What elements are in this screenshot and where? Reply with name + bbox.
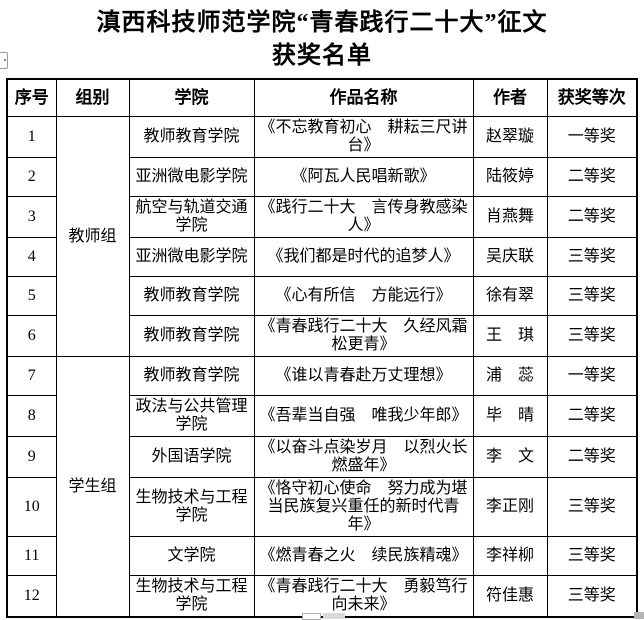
college-cell: 亚洲微电影学院 [128, 157, 255, 197]
work-title-cell: 《恪守初心使命 努力成为堪当民族复兴重任的新时代青年》 [253, 477, 474, 537]
row-number-cell: 4 [6, 237, 57, 277]
award-cell: 二等奖 [546, 436, 638, 478]
column-header-number: 序号 [6, 78, 57, 117]
row-number-cell: 5 [6, 276, 57, 316]
author-cell: 王 琪 [472, 315, 548, 357]
column-header-college: 学院 [128, 78, 255, 117]
row-number-cell: 9 [6, 436, 57, 478]
college-cell: 外国语学院 [128, 436, 255, 478]
column-header-work: 作品名称 [253, 78, 474, 117]
table-resize-artifact [323, 613, 345, 619]
award-cell: 一等奖 [546, 356, 638, 396]
author-cell: 吴庆联 [472, 237, 548, 277]
college-cell: 教师教育学院 [128, 276, 255, 316]
row-number-cell: 10 [6, 477, 57, 537]
group-cell: 教师组 [55, 116, 130, 357]
college-cell: 航空与轨道交通学院 [128, 196, 255, 238]
table-row: 1 教师组 教师教育学院 《不忘教育初心 耕耘三尺讲台》 赵翠璇 一等奖 [6, 116, 638, 357]
college-cell: 教师教育学院 [128, 356, 255, 396]
award-cell: 三等奖 [546, 237, 638, 277]
row-number-cell: 8 [6, 395, 57, 437]
award-cell: 三等奖 [546, 276, 638, 316]
row-number-cell: 12 [6, 575, 57, 618]
document-title-line-2: 获奖名单 [272, 43, 372, 69]
work-title-cell: 《以奋斗点染岁月 以烈火长燃盛年》 [253, 436, 474, 478]
author-cell: 毕 晴 [472, 395, 548, 437]
table-row: 6 教师教育学院 《青春践行二十大 久经风霜松更青》王 琪三等奖 [6, 315, 638, 357]
work-title-cell: 《心有所信 方能远行》 [253, 276, 474, 316]
column-header-author: 作者 [472, 78, 548, 117]
work-title-cell: 《不忘教育初心 耕耘三尺讲台》 [253, 116, 474, 158]
row-number-cell: 2 [6, 157, 57, 197]
work-title-cell: 《践行二十大 言传身教感染人》 [253, 196, 474, 238]
work-title-cell: 《燃青春之火 续民族精魂》 [253, 536, 474, 576]
college-cell: 教师教育学院 [128, 116, 255, 158]
table-row: 12 生物技术与工程学院 《青春践行二十大 勇毅笃行向未来》 符佳惠 三等奖 [6, 575, 638, 618]
award-cell: 一等奖 [546, 116, 638, 158]
table-row: 3 航空与轨道交通学院 《践行二十大 言传身教感染人》 肖燕舞 二等奖 [6, 196, 638, 238]
row-number-cell: 7 [6, 356, 57, 396]
row-number-cell: 3 [6, 196, 57, 238]
author-cell: 符佳惠 [472, 575, 548, 618]
table-row: 4 亚洲微电影学院 《我们都是时代的追梦人》 吴庆联 三等奖 [6, 237, 638, 277]
author-cell: 李祥柳 [472, 536, 548, 576]
table-resize-artifact [302, 613, 321, 620]
author-cell: 李 文 [472, 436, 548, 478]
table-row: 10 生物技术与工程学院 《恪守初心使命 努力成为堪当民族复兴重任的新时代青年》 李正… [6, 477, 638, 537]
work-title-cell: 《吾辈当自强 唯我少年郎》 [253, 395, 474, 437]
document-title: 滇西科技师范学院“青春践行二十大”征文 获奖名单 [12, 0, 632, 73]
work-title-cell: 《青春践行二十大 勇毅笃行向未来》 [253, 575, 474, 618]
row-number-cell: 1 [6, 116, 57, 158]
work-title-cell: 《我们都是时代的追梦人》 [253, 237, 474, 277]
author-cell: 陆筱婷 [472, 157, 548, 197]
award-table: 序号 组别 学院 作品名称 作者 获奖等次 1 教师组 教师教育学院 《不忘教育初心 … [6, 78, 638, 618]
column-header-group: 组别 [55, 78, 130, 117]
work-title-cell: 《阿瓦人民唱新歌》 [253, 157, 474, 197]
award-cell: 三等奖 [546, 315, 638, 357]
college-cell: 亚洲微电影学院 [128, 237, 255, 277]
work-title-cell: 《青春践行二十大 久经风霜松更青》 [253, 315, 474, 357]
work-title-cell: 《谁以青春赴万丈理想》 [253, 356, 474, 396]
group-cell: 学生组 [55, 356, 130, 618]
author-cell: 赵翠璇 [472, 116, 548, 158]
table-row: 9 外国语学院 《以奋斗点染岁月 以烈火长燃盛年》李 文二等奖 [6, 436, 638, 478]
award-cell: 三等奖 [546, 536, 638, 576]
document-title-line-1: 滇西科技师范学院“青春践行二十大”征文 [96, 10, 548, 36]
table-row: 2 亚洲微电影学院 《阿瓦人民唱新歌》 陆筱婷 二等奖 [6, 157, 638, 197]
row-number-cell: 11 [6, 536, 57, 576]
college-cell: 政法与公共管理学院 [128, 395, 255, 437]
column-header-award: 获奖等次 [546, 78, 638, 117]
author-cell: 李正刚 [472, 477, 548, 537]
author-cell: 肖燕舞 [472, 196, 548, 238]
award-cell: 二等奖 [546, 395, 638, 437]
corner-artifact [634, 612, 644, 619]
college-cell: 生物技术与工程学院 [128, 575, 255, 618]
author-cell: 浦 蕊 [472, 356, 548, 396]
college-cell: 文学院 [128, 536, 255, 576]
award-cell: 二等奖 [546, 157, 638, 197]
margin-handle-icon [0, 52, 8, 69]
award-cell: 三等奖 [546, 575, 638, 618]
table-header-row: 序号 组别 学院 作品名称 作者 获奖等次 [6, 78, 638, 117]
table-body: 1 教师组 教师教育学院 《不忘教育初心 耕耘三尺讲台》 赵翠璇 一等奖 2 亚洲微电影学院《… [6, 116, 638, 618]
table-row: 11 文学院 《燃青春之火 续民族精魂》 李祥柳 三等奖 [6, 536, 638, 576]
table-row: 7 学生组 教师教育学院 《谁以青春赴万丈理想》浦 蕊一等奖 [6, 356, 638, 618]
author-cell: 徐有翠 [472, 276, 548, 316]
award-cell: 二等奖 [546, 196, 638, 238]
college-cell: 生物技术与工程学院 [128, 477, 255, 537]
college-cell: 教师教育学院 [128, 315, 255, 357]
award-cell: 三等奖 [546, 477, 638, 537]
row-number-cell: 6 [6, 315, 57, 357]
